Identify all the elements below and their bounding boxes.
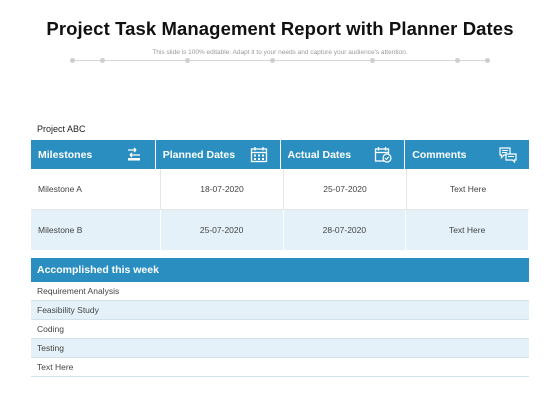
- column-header-label: Milestones: [38, 148, 93, 161]
- comment-cell: Text Here: [449, 184, 487, 194]
- milestone-cell: Milestone B: [31, 210, 161, 250]
- list-item: Requirement Analysis: [31, 282, 529, 301]
- column-header-label: Actual Dates: [287, 148, 352, 161]
- list-item: Testing: [31, 339, 529, 358]
- page-title: Project Task Management Report with Plan…: [46, 18, 514, 39]
- comment-cell: Text Here: [406, 210, 529, 250]
- list-item: Feasibility Study: [31, 301, 529, 320]
- column-header-actual-dates: Actual Dates: [281, 140, 406, 169]
- actual-date-cell: 28-07-2020: [284, 210, 407, 250]
- route-icon: [127, 147, 140, 161]
- page-subtitle: This slide is 100% editable. Adapt it to…: [152, 49, 408, 56]
- planned-date-cell: 18-07-2020: [161, 169, 284, 209]
- column-header-label: Comments: [412, 148, 467, 161]
- accomplished-title: Accomplished this week: [31, 258, 529, 282]
- milestone-cell: Milestone A: [31, 169, 161, 209]
- table-header-row: Milestones Planned Dates Actual Dates: [31, 140, 529, 169]
- column-header-planned-dates: Planned Dates: [156, 140, 281, 169]
- milestones-table: Milestones Planned Dates Actual Dates: [31, 140, 529, 251]
- planned-date-cell: 25-07-2020: [161, 210, 284, 250]
- project-label: Project ABC: [37, 124, 86, 134]
- calendar-check-icon: [375, 147, 392, 163]
- table-row: Milestone A 18-07-2020 25-07-2020 Text H…: [31, 169, 529, 210]
- table-row: Milestone B 25-07-2020 28-07-2020 Text H…: [31, 210, 529, 251]
- actual-date-cell: 25-07-2020: [284, 169, 407, 209]
- column-header-milestones: Milestones: [31, 140, 156, 169]
- decorative-divider: [70, 58, 490, 63]
- list-item: Text Here: [31, 358, 529, 377]
- calendar-icon: [250, 147, 267, 163]
- column-header-comments: Comments: [405, 140, 529, 169]
- column-header-label: Planned Dates: [162, 148, 236, 161]
- chat-bubbles-icon: [499, 147, 517, 163]
- list-item: Coding: [31, 320, 529, 339]
- accomplished-section: Accomplished this week Requirement Analy…: [31, 258, 529, 377]
